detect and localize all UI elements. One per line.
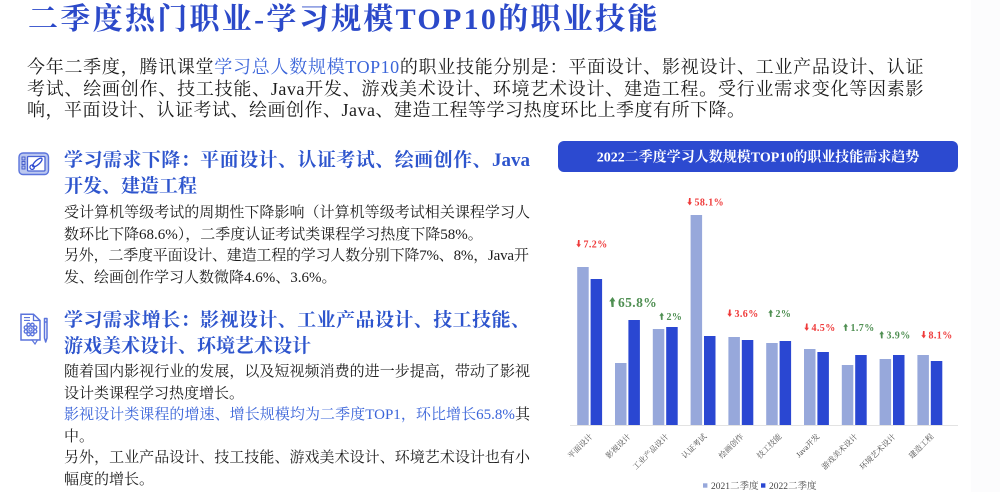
svg-text:2%: 2% bbox=[667, 312, 683, 323]
svg-text:2022二季度学习人数规模TOP10的职业技能需求趋势: 2022二季度学习人数规模TOP10的职业技能需求趋势 bbox=[597, 149, 920, 166]
svg-text:建造工程: 建造工程 bbox=[906, 431, 935, 460]
svg-text:绘画创作: 绘画创作 bbox=[716, 431, 745, 460]
svg-text:游戏美术设计: 游戏美术设计 bbox=[819, 431, 859, 471]
svg-text:1.7%: 1.7% bbox=[851, 323, 875, 334]
svg-text:2022二季度: 2022二季度 bbox=[769, 480, 817, 492]
svg-text:4.5%: 4.5% bbox=[812, 323, 836, 334]
svg-text:Java开发: Java开发 bbox=[794, 431, 822, 459]
svg-text:工业产品设计: 工业产品设计 bbox=[630, 431, 670, 471]
svg-text:认证考试: 认证考试 bbox=[679, 431, 708, 460]
svg-text:58.1%: 58.1% bbox=[695, 198, 725, 209]
svg-text:影视设计: 影视设计 bbox=[603, 431, 632, 460]
svg-text:3.9%: 3.9% bbox=[887, 331, 911, 342]
svg-text:7.2%: 7.2% bbox=[584, 240, 608, 251]
svg-text:技工技能: 技工技能 bbox=[754, 431, 783, 460]
svg-text:65.8%: 65.8% bbox=[618, 295, 657, 310]
svg-text:平面设计: 平面设计 bbox=[565, 431, 594, 460]
svg-text:2021二季度: 2021二季度 bbox=[711, 480, 759, 492]
svg-text:环境艺术设计: 环境艺术设计 bbox=[857, 431, 897, 471]
svg-text:8.1%: 8.1% bbox=[929, 331, 953, 342]
svg-text:2%: 2% bbox=[776, 309, 792, 320]
svg-text:3.6%: 3.6% bbox=[735, 309, 759, 320]
